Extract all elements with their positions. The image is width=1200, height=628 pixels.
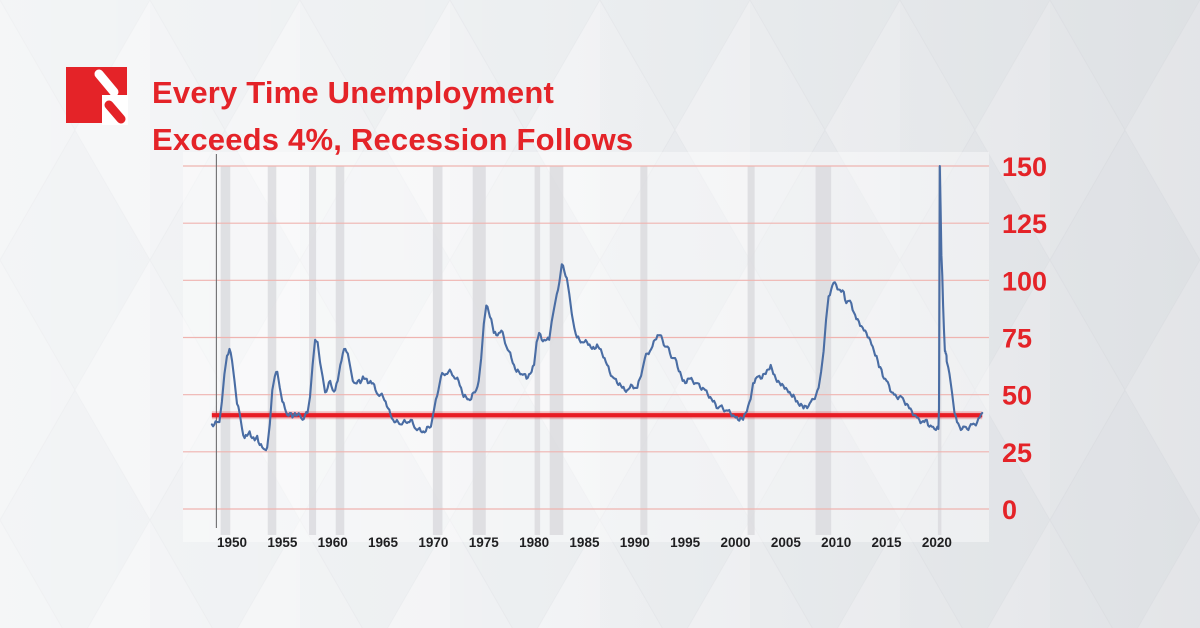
x-tick-label: 2000 xyxy=(720,535,750,550)
recession-band xyxy=(640,166,648,535)
series-line-unemployment xyxy=(210,164,984,452)
header: Every Time Unemployment Exceeds 4%, Rece… xyxy=(66,67,633,163)
x-tick-label: 2020 xyxy=(922,535,952,550)
x-tick-label: 1970 xyxy=(418,535,448,550)
recession-band xyxy=(220,166,231,535)
recession-band xyxy=(747,166,755,535)
recession-band xyxy=(549,166,564,535)
x-tick-label: 1965 xyxy=(368,535,399,550)
y-tick-label: 75 xyxy=(1002,324,1032,354)
recession-band xyxy=(534,166,541,535)
x-tick-label: 1990 xyxy=(620,535,650,550)
recession-band xyxy=(309,166,317,535)
title-line-1: Every Time Unemployment xyxy=(152,75,554,110)
line-chart-canvas: 0 25 50 75 100 125 150 1950 1955 1960 1965 1970 1975… xyxy=(183,152,1047,550)
recession-band xyxy=(335,166,345,535)
x-tick-label: 2005 xyxy=(771,535,802,550)
plot-backdrop xyxy=(183,152,989,542)
x-tick-label: 1985 xyxy=(569,535,600,550)
y-tick-label: 50 xyxy=(1002,381,1032,411)
y-tick-label: 25 xyxy=(1002,438,1032,468)
x-tick-label: 1975 xyxy=(469,535,500,550)
recession-band xyxy=(472,166,486,535)
y-tick-label: 0 xyxy=(1002,495,1017,525)
x-tick-label: 1995 xyxy=(670,535,701,550)
x-tick-label: 1955 xyxy=(267,535,298,550)
y-tick-label: 150 xyxy=(1002,152,1047,182)
page-title: Every Time Unemployment Exceeds 4%, Rece… xyxy=(152,67,633,163)
y-tick-label: 100 xyxy=(1002,266,1047,296)
x-tick-label: 1960 xyxy=(318,535,348,550)
y-tick-label: 125 xyxy=(1002,209,1047,239)
x-tick-label: 1980 xyxy=(519,535,549,550)
x-tick-label: 2015 xyxy=(872,535,903,550)
x-tick-label: 2010 xyxy=(821,535,851,550)
x-tick-label: 1950 xyxy=(217,535,247,550)
recession-band xyxy=(432,166,443,535)
unemployment-chart: 0 25 50 75 100 125 150 1950 1955 1960 1965 1970 1975… xyxy=(175,140,1185,570)
recession-band xyxy=(267,166,277,535)
logo-slash-white xyxy=(94,69,119,97)
title-line-2: Exceeds 4%, Recession Follows xyxy=(152,122,634,157)
logo-slash-red xyxy=(104,100,126,124)
brand-logo-icon xyxy=(66,67,128,125)
